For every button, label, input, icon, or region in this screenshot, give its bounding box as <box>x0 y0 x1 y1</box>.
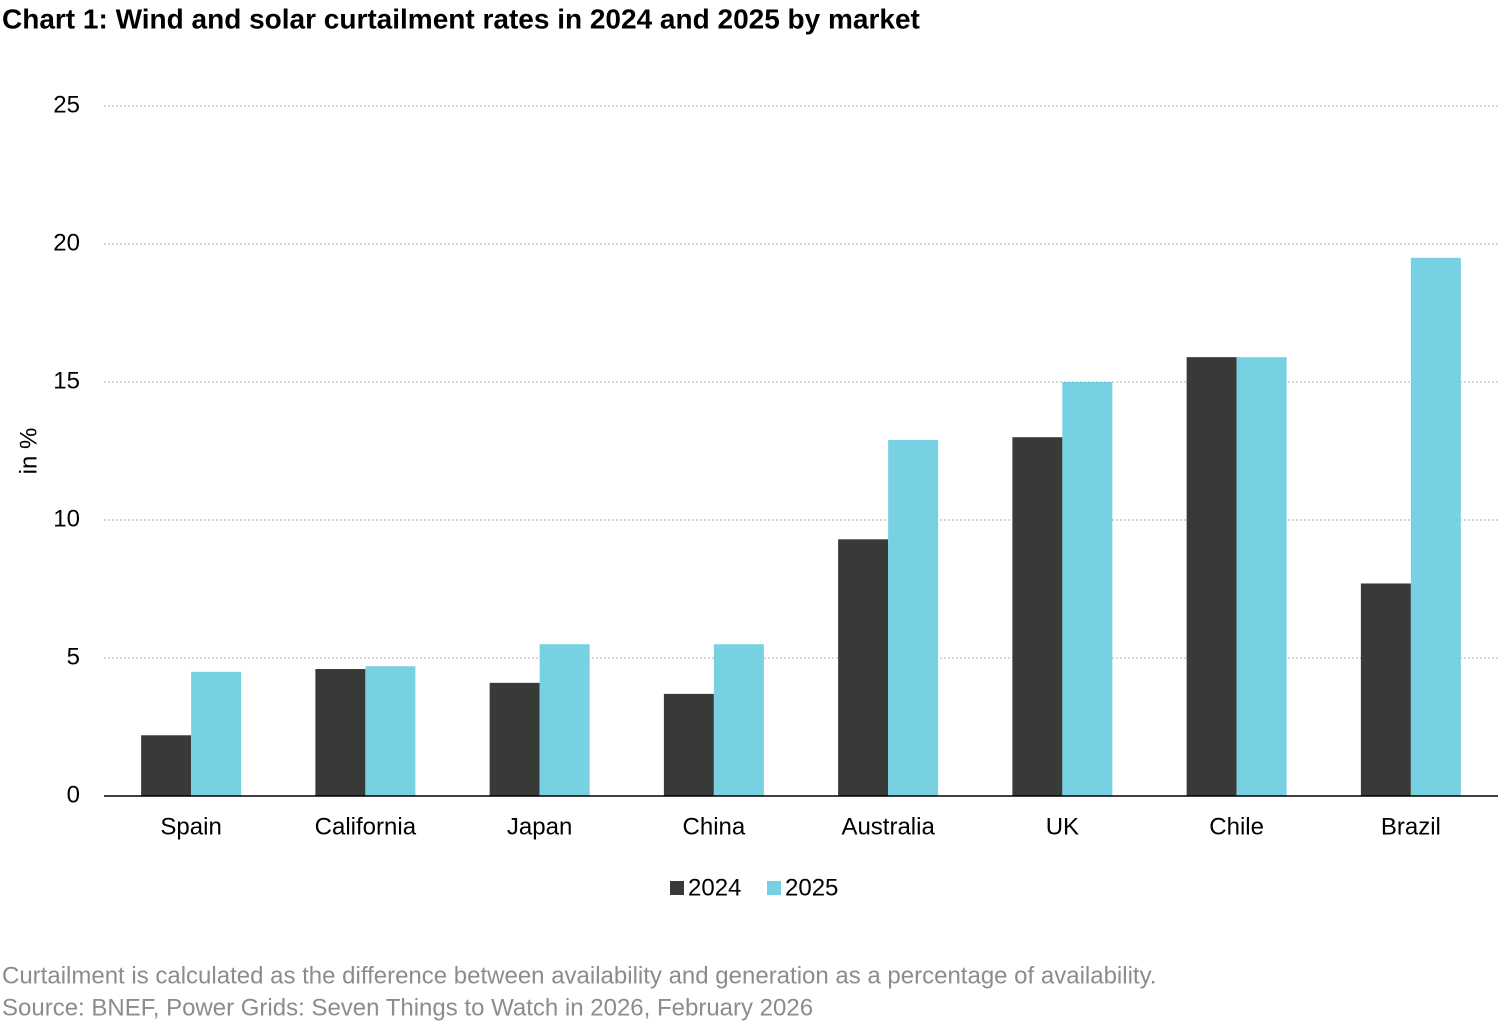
bar <box>888 439 939 796</box>
x-tick-label: California <box>315 813 417 840</box>
bar <box>1186 357 1237 796</box>
x-tick-label: Chile <box>1209 813 1264 840</box>
bar <box>489 682 540 796</box>
legend-label: 2024 <box>688 874 741 901</box>
legend-swatch <box>670 881 684 895</box>
x-tick-label: Australia <box>841 813 935 840</box>
y-tick-label: 25 <box>53 91 80 118</box>
source: Source: BNEF, Power Grids: Seven Things … <box>2 994 813 1021</box>
x-tick-label: Spain <box>160 813 221 840</box>
bar <box>1062 382 1113 796</box>
y-tick-label: 0 <box>67 781 80 808</box>
bar <box>1236 357 1287 796</box>
bar <box>539 644 590 796</box>
y-axis-label: in % <box>15 428 42 475</box>
y-tick-label: 15 <box>53 367 80 394</box>
bar <box>1012 437 1063 796</box>
y-tick-label: 20 <box>53 229 80 256</box>
x-tick-label: Brazil <box>1381 813 1441 840</box>
bar <box>141 735 192 796</box>
bar <box>713 644 764 796</box>
x-tick-label: UK <box>1046 813 1079 840</box>
bar <box>663 693 714 796</box>
y-tick-label: 5 <box>67 643 80 670</box>
x-tick-label: China <box>683 813 746 840</box>
bar <box>315 669 366 796</box>
bar <box>1360 583 1411 796</box>
chart-title: Chart 1: Wind and solar curtailment rate… <box>2 3 920 34</box>
legend-label: 2025 <box>785 874 838 901</box>
bar <box>191 671 242 796</box>
legend-swatch <box>767 881 781 895</box>
bar <box>1410 257 1461 796</box>
bar <box>365 666 416 796</box>
x-tick-label: Japan <box>507 813 572 840</box>
bar <box>838 539 889 796</box>
y-tick-label: 10 <box>53 505 80 532</box>
footnote: Curtailment is calculated as the differe… <box>2 962 1156 989</box>
